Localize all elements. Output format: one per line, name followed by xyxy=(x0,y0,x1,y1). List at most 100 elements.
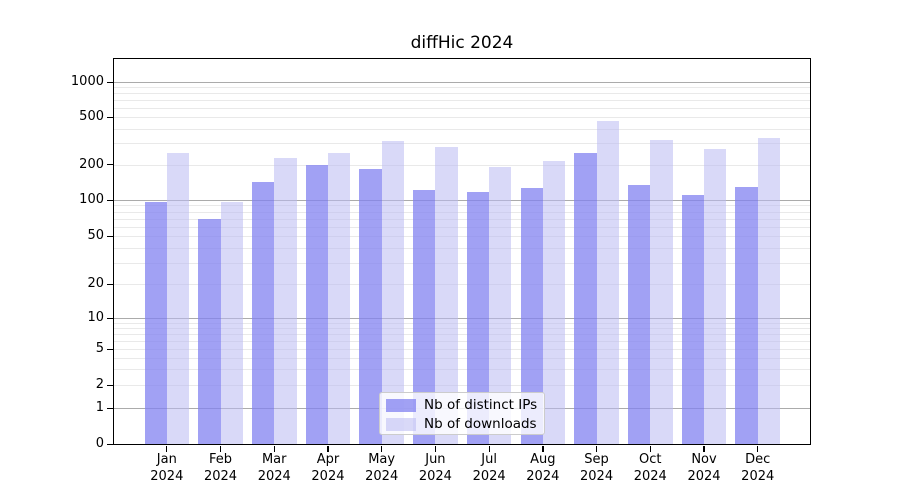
minor-gridline xyxy=(114,236,810,237)
y-tick-mark xyxy=(107,407,113,409)
bar-downloads-sep xyxy=(596,120,619,444)
x-tick-mark xyxy=(166,445,168,452)
y-tick-label: 500 xyxy=(79,109,104,124)
minor-gridline xyxy=(114,247,810,249)
x-tick-label: Jun 2024 xyxy=(418,452,452,484)
x-tick-label: Jul 2024 xyxy=(472,452,506,484)
y-tick-label: 50 xyxy=(87,228,104,243)
x-tick-label: Dec 2024 xyxy=(741,452,775,484)
y-tick-mark xyxy=(107,317,113,319)
minor-gridline xyxy=(114,333,810,335)
major-gridline xyxy=(114,82,810,83)
y-tick-mark xyxy=(107,81,113,83)
legend-item-downloads: Nb of downloads xyxy=(386,416,537,432)
legend-swatch-downloads xyxy=(386,417,416,431)
bar-distinct-ips-feb xyxy=(198,219,221,444)
major-gridline xyxy=(114,200,810,201)
bar-distinct-ips-dec xyxy=(735,186,758,444)
minor-gridline xyxy=(114,349,810,350)
legend-item-distinct-ips: Nb of distinct IPs xyxy=(386,397,538,413)
x-tick-mark xyxy=(273,445,275,452)
minor-gridline xyxy=(114,218,810,220)
y-tick-mark xyxy=(107,283,113,285)
bar-distinct-ips-apr xyxy=(305,165,328,444)
y-tick-mark xyxy=(107,116,113,118)
minor-gridline xyxy=(114,205,810,207)
y-tick-label: 0 xyxy=(95,436,104,451)
x-tick-label: Apr 2024 xyxy=(311,452,345,484)
y-tick-mark xyxy=(107,164,113,166)
x-tick-label: Sep 2024 xyxy=(580,452,614,484)
x-tick-mark xyxy=(327,445,329,452)
minor-gridline xyxy=(114,226,810,228)
x-tick-mark xyxy=(219,445,222,452)
x-tick-mark xyxy=(703,445,705,452)
minor-gridline xyxy=(114,340,810,342)
bar-downloads-aug xyxy=(542,160,566,444)
bar-downloads-jan xyxy=(166,153,190,444)
y-tick-label: 1 xyxy=(95,400,104,415)
x-tick-mark xyxy=(434,445,437,452)
y-tick-mark xyxy=(107,199,113,201)
y-tick-label: 20 xyxy=(87,276,104,291)
minor-gridline xyxy=(114,369,810,371)
y-tick-label: 10 xyxy=(87,310,104,325)
y-tick-mark xyxy=(107,235,113,237)
bar-downloads-dec xyxy=(757,137,781,444)
y-tick-label: 100 xyxy=(79,192,104,207)
x-tick-label: Oct 2024 xyxy=(633,452,667,484)
minor-gridline xyxy=(114,93,810,95)
minor-gridline xyxy=(114,87,810,89)
x-tick-label: Nov 2024 xyxy=(687,452,721,484)
x-tick-label: May 2024 xyxy=(365,452,399,484)
minor-gridline xyxy=(114,357,810,359)
minor-gridline xyxy=(114,164,810,166)
bar-distinct-ips-jan xyxy=(144,201,167,444)
x-tick-mark xyxy=(381,445,383,452)
bar-distinct-ips-sep xyxy=(574,153,597,444)
bar-distinct-ips-mar xyxy=(251,181,275,444)
y-tick-label: 2 xyxy=(95,377,104,392)
x-tick-mark xyxy=(649,445,651,452)
minor-gridline xyxy=(114,284,810,285)
x-tick-mark xyxy=(595,445,598,452)
legend-label-downloads: Nb of downloads xyxy=(424,416,537,432)
bar-downloads-feb xyxy=(220,201,243,444)
minor-gridline xyxy=(114,100,810,101)
legend-swatch-distinct-ips xyxy=(386,398,416,412)
y-tick-label: 5 xyxy=(95,341,104,356)
x-tick-mark xyxy=(488,445,490,452)
x-tick-label: Aug 2024 xyxy=(526,452,560,484)
minor-gridline xyxy=(114,143,810,145)
plot-frame xyxy=(112,57,811,445)
y-tick-mark xyxy=(107,348,113,350)
minor-gridline xyxy=(114,117,810,118)
minor-gridline xyxy=(114,128,810,130)
y-tick-label: 1000 xyxy=(70,74,104,89)
bar-downloads-mar xyxy=(274,157,297,444)
legend: Nb of distinct IPs Nb of downloads xyxy=(379,392,545,435)
minor-gridline xyxy=(114,262,810,264)
x-tick-label: Jan 2024 xyxy=(150,452,184,484)
bar-distinct-ips-nov xyxy=(681,195,704,444)
minor-gridline xyxy=(114,385,810,386)
minor-gridline xyxy=(114,107,810,109)
major-gridline xyxy=(114,318,810,319)
minor-gridline xyxy=(114,211,810,213)
bar-distinct-ips-oct xyxy=(627,185,651,444)
x-tick-label: Mar 2024 xyxy=(257,452,291,484)
chart-title: diffHic 2024 xyxy=(410,33,514,53)
y-tick-mark xyxy=(107,443,113,445)
x-tick-mark xyxy=(542,445,544,452)
x-tick-mark xyxy=(757,445,759,452)
bar-downloads-oct xyxy=(650,139,673,444)
minor-gridline xyxy=(114,327,810,329)
bar-downloads-nov xyxy=(704,148,727,444)
minor-gridline xyxy=(114,322,810,324)
bar-downloads-apr xyxy=(327,153,351,444)
y-tick-mark xyxy=(107,384,113,386)
y-tick-label: 200 xyxy=(79,156,104,172)
x-tick-label: Feb 2024 xyxy=(203,452,238,484)
legend-label-distinct-ips: Nb of distinct IPs xyxy=(424,397,538,413)
